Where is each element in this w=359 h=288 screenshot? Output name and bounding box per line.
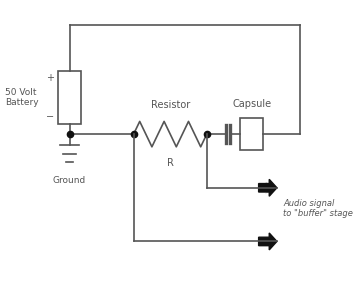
Text: Audio signal
to "buffer" stage: Audio signal to "buffer" stage: [283, 199, 353, 219]
Text: Ground: Ground: [53, 176, 86, 185]
Bar: [240, 118, 263, 150]
Polygon shape: [258, 233, 277, 250]
Bar: [58, 71, 81, 124]
Polygon shape: [258, 179, 277, 196]
Text: Resistor: Resistor: [150, 100, 190, 110]
Text: 50 Volt
Battery: 50 Volt Battery: [5, 88, 38, 107]
Text: R: R: [167, 158, 174, 168]
Text: Capsule: Capsule: [232, 99, 271, 109]
Text: −: −: [46, 112, 55, 122]
Text: +: +: [47, 73, 55, 83]
